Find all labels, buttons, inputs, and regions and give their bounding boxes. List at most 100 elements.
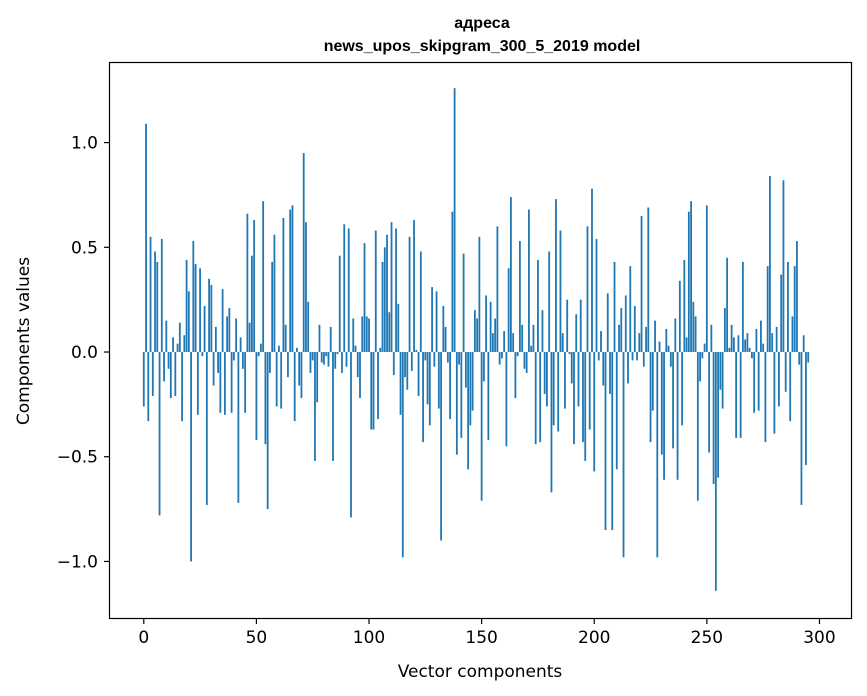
bar-172 bbox=[530, 345, 533, 353]
bar-61 bbox=[280, 352, 283, 409]
bar-76 bbox=[314, 352, 316, 461]
bar-255 bbox=[717, 352, 720, 478]
bar-97 bbox=[361, 316, 364, 353]
bar-190 bbox=[570, 352, 573, 384]
bar-189 bbox=[568, 352, 571, 355]
y-axis-label: Components values bbox=[14, 257, 34, 425]
bar-54 bbox=[264, 352, 267, 445]
bar-60 bbox=[278, 345, 280, 353]
bar-112 bbox=[395, 228, 397, 353]
bar-256 bbox=[719, 352, 722, 390]
bar-144 bbox=[467, 352, 470, 470]
bar-194 bbox=[579, 299, 582, 353]
plot-frame bbox=[108, 61, 853, 620]
bar-262 bbox=[732, 337, 735, 353]
bar-247 bbox=[699, 352, 701, 382]
bar-288 bbox=[791, 316, 794, 353]
x-axis-label: Vector components bbox=[398, 662, 563, 682]
bar-264 bbox=[737, 335, 740, 353]
bar-140 bbox=[458, 352, 460, 365]
bar-51 bbox=[257, 352, 260, 357]
bar-244 bbox=[692, 301, 695, 353]
bar-167 bbox=[519, 241, 521, 353]
bar-168 bbox=[521, 324, 524, 353]
bar-279 bbox=[771, 333, 774, 353]
bar-245 bbox=[694, 316, 697, 353]
bar-1 bbox=[145, 123, 147, 353]
bar-92 bbox=[350, 352, 352, 518]
bar-36 bbox=[223, 352, 226, 415]
y-tick-label-2: 0.0 bbox=[71, 343, 98, 363]
bar-169 bbox=[523, 352, 526, 369]
bar-193 bbox=[577, 352, 580, 407]
bar-122 bbox=[417, 352, 420, 396]
bar-46 bbox=[246, 213, 249, 353]
bar-83 bbox=[329, 326, 332, 353]
bar-248 bbox=[701, 352, 704, 359]
bar-132 bbox=[440, 352, 442, 541]
bar-165 bbox=[514, 352, 517, 399]
bar-14 bbox=[174, 352, 177, 396]
bar-124 bbox=[422, 352, 424, 443]
bar-196 bbox=[584, 352, 587, 461]
bar-67 bbox=[293, 352, 296, 422]
bar-134 bbox=[444, 326, 447, 353]
bar-269 bbox=[748, 347, 751, 353]
bar-12 bbox=[169, 352, 172, 399]
bar-259 bbox=[726, 257, 729, 353]
bar-110 bbox=[390, 222, 393, 353]
bar-291 bbox=[798, 352, 801, 365]
bar-293 bbox=[802, 335, 805, 353]
bar-56 bbox=[269, 352, 271, 373]
bar-16 bbox=[178, 322, 181, 353]
bar-223 bbox=[645, 326, 647, 353]
bar-133 bbox=[442, 305, 445, 353]
bar-20 bbox=[187, 291, 190, 353]
bar-35 bbox=[221, 289, 224, 353]
bar-199 bbox=[591, 188, 593, 353]
bar-265 bbox=[739, 352, 742, 438]
bar-234 bbox=[669, 352, 672, 367]
bar-96 bbox=[359, 352, 361, 399]
bar-68 bbox=[296, 347, 298, 353]
bar-173 bbox=[532, 324, 535, 353]
bar-186 bbox=[561, 333, 564, 353]
bar-195 bbox=[582, 352, 584, 443]
bar-13 bbox=[172, 337, 174, 353]
bar-23 bbox=[194, 264, 197, 353]
bar-15 bbox=[176, 343, 179, 353]
bar-18 bbox=[183, 335, 186, 353]
bar-267 bbox=[744, 339, 747, 353]
bar-24 bbox=[196, 352, 199, 415]
bar-271 bbox=[753, 352, 756, 413]
bar-183 bbox=[555, 199, 557, 353]
bar-145 bbox=[469, 352, 472, 426]
bar-17 bbox=[181, 352, 183, 422]
bar-30 bbox=[210, 285, 213, 353]
bar-242 bbox=[687, 211, 690, 353]
bar-192 bbox=[575, 314, 578, 353]
bar-117 bbox=[406, 352, 409, 390]
bar-25 bbox=[199, 268, 201, 353]
bar-157 bbox=[496, 226, 499, 353]
bar-119 bbox=[410, 352, 413, 371]
bar-120 bbox=[413, 220, 415, 353]
bar-129 bbox=[433, 352, 436, 367]
bar-102 bbox=[372, 352, 375, 430]
bar-93 bbox=[352, 318, 355, 353]
bar-294 bbox=[805, 352, 807, 466]
x-tick-label-100: 100 bbox=[353, 628, 385, 648]
bar-257 bbox=[721, 352, 724, 409]
bar-52 bbox=[260, 343, 262, 353]
bar-135 bbox=[446, 352, 449, 363]
bar-106 bbox=[381, 261, 384, 353]
bar-151 bbox=[482, 352, 485, 382]
bar-37 bbox=[226, 316, 229, 353]
bar-66 bbox=[291, 205, 294, 353]
bar-74 bbox=[309, 352, 312, 373]
bar-171 bbox=[528, 209, 530, 353]
bar-219 bbox=[636, 352, 638, 361]
bar-161 bbox=[505, 352, 508, 447]
bar-202 bbox=[597, 352, 600, 361]
